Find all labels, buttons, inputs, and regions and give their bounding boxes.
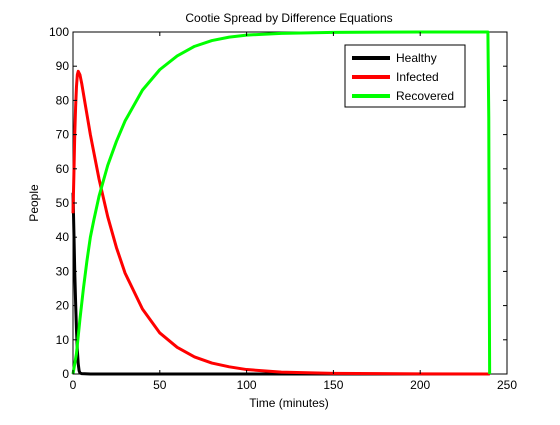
series-line-infected: [71, 69, 490, 376]
x-axis-title: Time (minutes): [249, 396, 329, 410]
y-tick-label: 60: [56, 162, 70, 176]
y-tick-label: 0: [62, 367, 69, 381]
y-tick-label: 10: [56, 333, 70, 347]
y-tick-label: 30: [56, 264, 70, 278]
y-tick-label: 20: [56, 299, 70, 313]
x-tick-label: 250: [497, 378, 517, 392]
x-tick-label: 200: [410, 378, 430, 392]
y-tick-label: 80: [56, 93, 70, 107]
legend: Healthy Infected Recovered: [344, 44, 466, 108]
ticks-layer: 0 50 100 150 200 250 0 10 20 30 40 50 60 70 80 90 100: [49, 25, 517, 392]
x-tick-label: 50: [153, 378, 167, 392]
x-tick-label: 100: [237, 378, 257, 392]
y-tick-label: 50: [56, 196, 70, 210]
x-tick-label: 150: [323, 378, 343, 392]
chart-title: Cootie Spread by Difference Equations: [185, 11, 392, 25]
y-tick-label: 70: [56, 128, 70, 142]
legend-label-healthy: Healthy: [396, 51, 437, 65]
y-axis-title: People: [27, 184, 41, 222]
x-tick-label: 0: [70, 378, 77, 392]
legend-label-infected: Infected: [396, 70, 439, 84]
y-tick-label: 90: [56, 59, 70, 73]
legend-label-recovered: Recovered: [396, 89, 454, 103]
y-tick-label: 100: [49, 25, 69, 39]
y-tick-label: 40: [56, 230, 70, 244]
series-line-healthy: [71, 192, 490, 376]
legend-items: Healthy Infected Recovered: [352, 51, 454, 103]
